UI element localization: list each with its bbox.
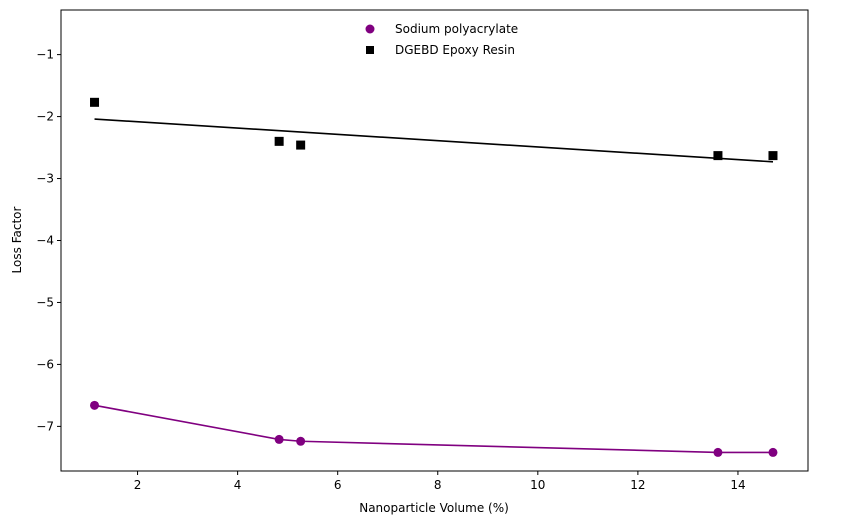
legend-label-sodium-polyacrylate: Sodium polyacrylate [395, 22, 518, 36]
x-tick-label: 8 [434, 478, 442, 492]
y-tick-label: −5 [36, 295, 54, 309]
y-axis: −7 −6 −5 −4 −3 −2 −1 [36, 48, 61, 433]
data-point-sodium-polyacrylate-4 [768, 447, 778, 457]
legend-label-dgebd-epoxy-resin: DGEBD Epoxy Resin [395, 43, 515, 57]
y-tick-label: −7 [36, 419, 54, 433]
x-tick-label: 14 [730, 478, 745, 492]
data-point-sodium-polyacrylate-0 [90, 400, 100, 410]
x-tick-label: 6 [334, 478, 342, 492]
legend-marker-sodium-polyacrylate [365, 24, 375, 34]
plot-frame [60, 9, 809, 472]
data-point-dgebd-epoxy-resin-0 [90, 97, 100, 107]
x-tick-label: 4 [234, 478, 242, 492]
y-tick-label: −4 [36, 234, 54, 248]
data-point-sodium-polyacrylate-2 [296, 436, 306, 446]
data-points [90, 97, 778, 457]
y-axis-label: Loss Factor [10, 207, 24, 274]
y-tick-label: −2 [36, 110, 54, 124]
data-point-dgebd-epoxy-resin-3 [713, 151, 723, 161]
series-line-sodium-polyacrylate [94, 404, 773, 454]
data-point-dgebd-epoxy-resin-4 [768, 151, 778, 161]
x-tick-label: 12 [630, 478, 645, 492]
data-point-sodium-polyacrylate-3 [713, 447, 723, 457]
data-point-sodium-polyacrylate-1 [274, 434, 284, 444]
x-tick-label: 2 [134, 478, 142, 492]
y-tick-label: −1 [36, 48, 54, 62]
series-line-dgebd-epoxy-resin [94, 118, 774, 163]
data-point-dgebd-epoxy-resin-1 [274, 136, 284, 146]
x-tick-label: 10 [530, 478, 545, 492]
x-axis-label: Nanoparticle Volume (%) [359, 501, 509, 515]
legend: Sodium polyacrylate DGEBD Epoxy Resin [365, 22, 518, 57]
y-tick-label: −3 [36, 172, 54, 186]
x-axis: 2 4 6 8 10 12 14 [134, 471, 746, 492]
fit-lines [94, 118, 774, 454]
y-tick-label: −6 [36, 357, 54, 371]
data-point-dgebd-epoxy-resin-2 [296, 140, 306, 150]
legend-marker-dgebd-epoxy-resin [366, 46, 374, 54]
